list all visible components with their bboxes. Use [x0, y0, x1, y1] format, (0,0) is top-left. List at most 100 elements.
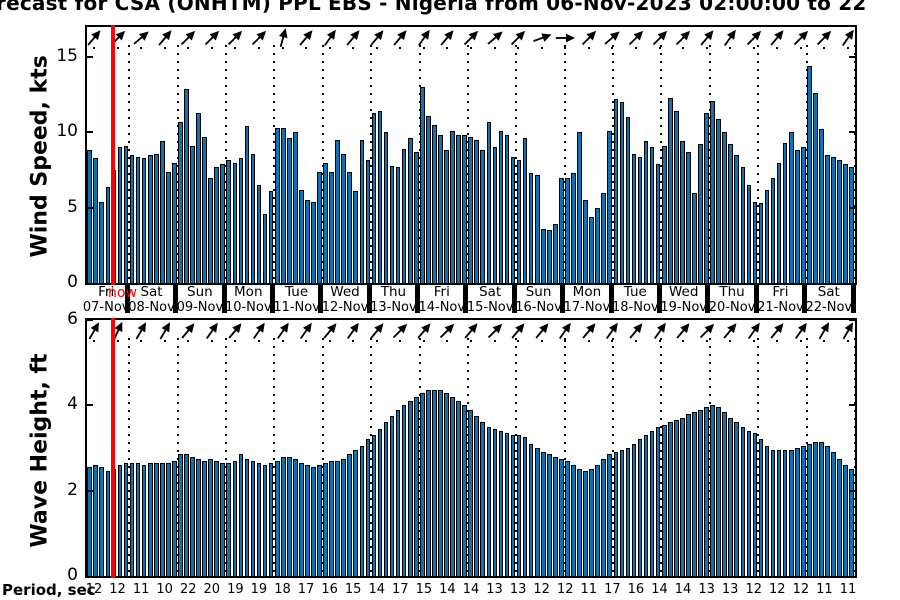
- day-label: Sat 22-Nov: [801, 285, 857, 313]
- wind-bar: [450, 130, 455, 283]
- wave-bar: [619, 450, 625, 576]
- direction-arrow-icon: [126, 23, 157, 54]
- period-value: 13: [486, 582, 503, 597]
- wind-bar: [166, 171, 171, 283]
- wind-bar: [377, 111, 383, 283]
- wind-bar: [595, 207, 600, 283]
- wave-bar: [153, 462, 159, 576]
- period-value: 20: [203, 582, 221, 597]
- period-value: 14: [439, 582, 456, 597]
- period-value: 11: [580, 582, 598, 597]
- period-value: 11: [816, 582, 833, 597]
- direction-arrow-icon: [644, 22, 675, 53]
- day-separator-tick: [705, 284, 711, 313]
- wind-bar: [172, 162, 177, 283]
- wave-bar: [486, 426, 492, 576]
- y-tick-label: 10: [56, 121, 78, 142]
- wave-bar: [365, 439, 371, 576]
- minor-tick-dot: [611, 340, 614, 342]
- wind-bar: [438, 135, 443, 283]
- minor-tick-dot: [187, 47, 190, 49]
- minor-tick-dot: [823, 47, 826, 49]
- wave-bar: [776, 450, 782, 576]
- minor-tick-dot: [776, 47, 779, 49]
- day-gridline: [418, 45, 421, 283]
- minor-tick-dot: [587, 47, 590, 49]
- wave-bar: [546, 454, 552, 576]
- wind-bar: [419, 87, 425, 283]
- wind-bar: [728, 144, 734, 283]
- day-gridline: [370, 338, 373, 576]
- minor-tick-dot: [682, 47, 685, 49]
- direction-arrow-icon: [786, 316, 817, 347]
- minor-tick-dot: [399, 340, 402, 342]
- wind-bar: [432, 124, 437, 283]
- wave-height-chart: [85, 318, 857, 578]
- wave-bar: [704, 407, 709, 576]
- weekday-label: Thu: [380, 284, 407, 300]
- y-tick-mark: [849, 319, 855, 321]
- period-value: 10: [156, 582, 173, 597]
- day-separator-tick: [463, 284, 469, 313]
- minor-tick-dot: [847, 340, 849, 342]
- wind-bar: [141, 158, 147, 283]
- day-label: Thu 13-Nov: [365, 285, 421, 313]
- wave-bar: [438, 390, 443, 576]
- wind-bar: [782, 142, 788, 283]
- direction-arrow-icon: [503, 316, 534, 347]
- y-tick-label: 0: [67, 272, 78, 292]
- direction-arrow-icon: [526, 316, 557, 347]
- wind-bar: [571, 173, 576, 283]
- day-gridline: [563, 45, 566, 283]
- wind-bar: [837, 159, 842, 283]
- wind-bar: [601, 192, 607, 283]
- wave-bar: [595, 465, 600, 576]
- minor-tick-dot: [163, 47, 166, 49]
- wind-bar: [722, 132, 727, 283]
- direction-arrow-icon: [79, 316, 109, 346]
- minor-tick-dot: [658, 340, 661, 342]
- wind-bar: [341, 153, 347, 283]
- wave-bar: [190, 456, 195, 576]
- weekday-label: Fri: [772, 284, 789, 300]
- wind-bar: [413, 152, 419, 283]
- direction-arrow-icon: [809, 316, 839, 346]
- wave-bar: [740, 426, 746, 576]
- direction-arrow-icon: [314, 23, 345, 54]
- wind-bar: [353, 191, 359, 283]
- wave-bar: [625, 448, 631, 576]
- y-tick-mark: [849, 404, 855, 407]
- day-gridline: [805, 338, 808, 576]
- period-value: 12: [769, 582, 786, 597]
- wind-bar: [317, 171, 322, 283]
- minor-tick-dot: [823, 340, 826, 342]
- wave-bar: [426, 390, 431, 576]
- direction-arrow-icon: [385, 315, 416, 346]
- wave-bar: [534, 448, 540, 576]
- wave-bar: [141, 465, 147, 576]
- wind-bar: [673, 111, 679, 283]
- period-value: 12: [745, 582, 763, 597]
- wave-bar: [813, 441, 818, 576]
- wave-bar: [710, 405, 715, 576]
- period-value: 13: [509, 582, 527, 597]
- wave-bar: [559, 458, 564, 576]
- day-label: Mon 17-Nov: [559, 285, 615, 313]
- wind-bar: [849, 167, 854, 283]
- wave-bar: [540, 452, 546, 576]
- period-value: 12: [109, 582, 126, 597]
- wind-bar: [359, 139, 365, 283]
- day-label: Thu 20-Nov: [704, 285, 760, 313]
- direction-arrow-icon: [479, 23, 510, 54]
- wind-bar: [510, 156, 516, 283]
- period-value: 12: [556, 582, 574, 597]
- wind-bar: [286, 138, 292, 283]
- day-gridline: [612, 338, 615, 576]
- direction-arrow-icon: [150, 316, 180, 346]
- minor-tick-dot: [799, 340, 802, 342]
- day-label: Fri 14-Nov: [414, 285, 470, 313]
- direction-arrow-icon: [809, 22, 840, 53]
- wind-bar: [577, 132, 582, 283]
- wave-bar: [286, 456, 292, 576]
- wind-bar: [196, 112, 201, 283]
